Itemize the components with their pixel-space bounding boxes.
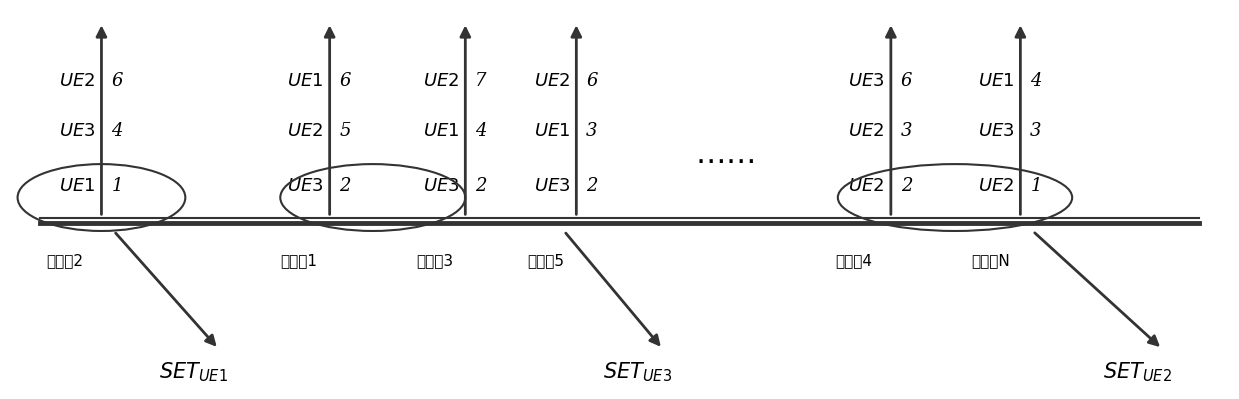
Text: $\it{UE2}$: $\it{UE2}$ (287, 122, 323, 140)
Text: 2: 2 (476, 177, 487, 195)
Text: $\it{UE3}$: $\it{UE3}$ (978, 122, 1015, 140)
Text: 3: 3 (1031, 122, 1042, 140)
Text: 2: 2 (586, 177, 597, 195)
Text: 7: 7 (476, 73, 487, 91)
Text: 6: 6 (339, 73, 351, 91)
Text: $\it{UE3}$: $\it{UE3}$ (287, 177, 323, 195)
Text: $\it{UE2}$: $\it{UE2}$ (422, 73, 460, 91)
Text: 1: 1 (1031, 177, 1042, 195)
Text: 4: 4 (1031, 73, 1042, 91)
Text: 5: 5 (339, 122, 351, 140)
Text: 子载扵N: 子载扵N (971, 253, 1010, 268)
Text: $\it{UE2}$: $\it{UE2}$ (849, 177, 885, 195)
Text: 子载扵2: 子载扵2 (46, 253, 83, 268)
Text: $\it{UE3}$: $\it{UE3}$ (422, 177, 460, 195)
Text: $\it{UE2}$: $\it{UE2}$ (849, 122, 885, 140)
Text: $\mathit{SET}_{UE3}$: $\mathit{SET}_{UE3}$ (603, 361, 673, 384)
Text: $\it{UE3}$: $\it{UE3}$ (849, 73, 885, 91)
Text: 4: 4 (476, 122, 487, 140)
Text: 6: 6 (586, 73, 597, 91)
Text: $\cdots\cdots$: $\cdots\cdots$ (695, 146, 755, 175)
Text: $\it{UE3}$: $\it{UE3}$ (58, 122, 95, 140)
Text: $\it{UE2}$: $\it{UE2}$ (59, 73, 95, 91)
Text: 2: 2 (339, 177, 351, 195)
Text: 子载扵1: 子载扵1 (280, 253, 317, 268)
Text: $\it{UE2}$: $\it{UE2}$ (978, 177, 1015, 195)
Text: 6: 6 (112, 73, 123, 91)
Text: $\mathit{SET}_{UE1}$: $\mathit{SET}_{UE1}$ (160, 361, 228, 384)
Text: 4: 4 (112, 122, 123, 140)
Text: 6: 6 (901, 73, 912, 91)
Text: 3: 3 (586, 122, 597, 140)
Text: $\it{UE1}$: $\it{UE1}$ (978, 73, 1015, 91)
Text: $\it{UE3}$: $\it{UE3}$ (534, 177, 570, 195)
Text: 1: 1 (112, 177, 123, 195)
Text: 3: 3 (901, 122, 912, 140)
Text: $\it{UE2}$: $\it{UE2}$ (534, 73, 570, 91)
Text: $\it{UE1}$: $\it{UE1}$ (59, 177, 95, 195)
Text: $\mathit{SET}_{UE2}$: $\mathit{SET}_{UE2}$ (1103, 361, 1172, 384)
Text: 子载扵3: 子载扵3 (416, 253, 453, 268)
Text: $\it{UE1}$: $\it{UE1}$ (534, 122, 570, 140)
Text: 2: 2 (901, 177, 912, 195)
Text: $\it{UE1}$: $\it{UE1}$ (287, 73, 323, 91)
Text: 子载扵4: 子载扵4 (835, 253, 872, 268)
Text: 子载扵5: 子载扵5 (527, 253, 564, 268)
Text: $\it{UE1}$: $\it{UE1}$ (422, 122, 460, 140)
